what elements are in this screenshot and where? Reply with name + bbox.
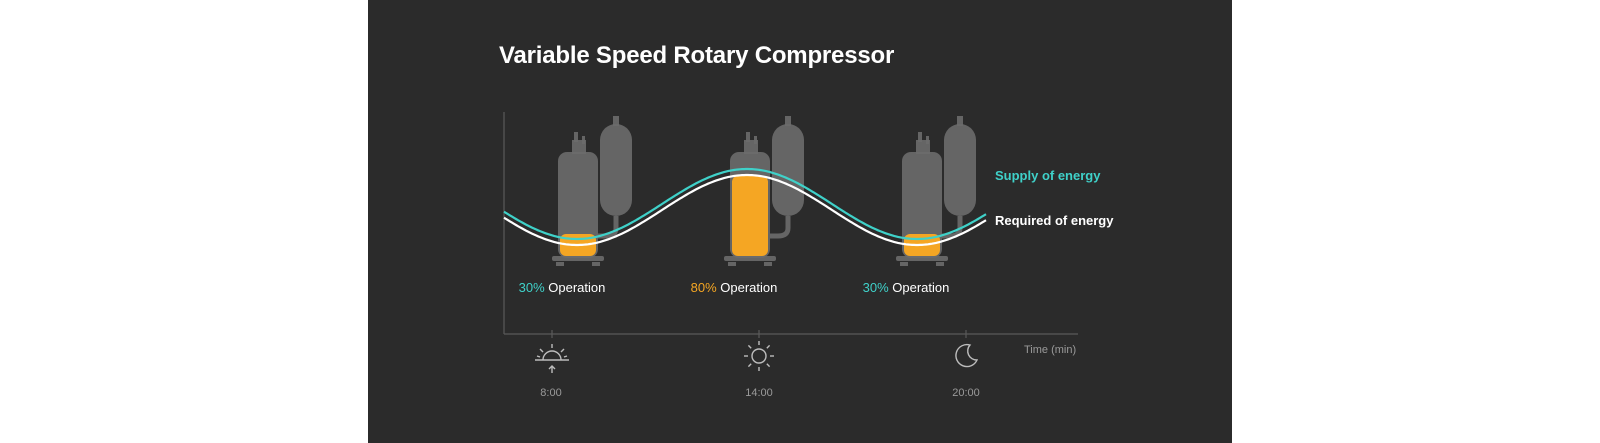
operation-percent-2: 80% (690, 280, 717, 295)
supply-label: Supply of energy (995, 168, 1101, 183)
time-label-2: 14:00 (745, 387, 773, 399)
operation-text-2: Operation (716, 280, 778, 295)
supply-curve (503, 167, 987, 241)
x-axis-label: Time (min) (1024, 344, 1077, 356)
diagram-title: Variable Speed Rotary Compressor (499, 42, 895, 69)
sunrise-icon (535, 344, 569, 373)
operation-label-1: 30% Operation (519, 280, 606, 295)
operation-label-2: 80% Operation (691, 280, 778, 295)
operation-percent-1: 30% (518, 280, 545, 295)
required-curve (503, 173, 987, 247)
compressor-2 (724, 116, 804, 266)
compressor-diagram (503, 112, 1078, 373)
operation-text-1: Operation (544, 280, 606, 295)
operation-text-3: Operation (888, 280, 950, 295)
operation-percent-3: 30% (862, 280, 889, 295)
operation-label-3: 30% Operation (863, 280, 950, 295)
load-fill-2 (732, 176, 768, 256)
sun-icon (744, 341, 774, 371)
diagram-panel: Variable Speed Rotary Compressor (368, 0, 1232, 443)
time-label-1: 8:00 (540, 387, 562, 399)
required-label: Required of energy (995, 213, 1114, 228)
time-label-3: 20:00 (952, 387, 980, 399)
moon-icon (955, 343, 979, 368)
